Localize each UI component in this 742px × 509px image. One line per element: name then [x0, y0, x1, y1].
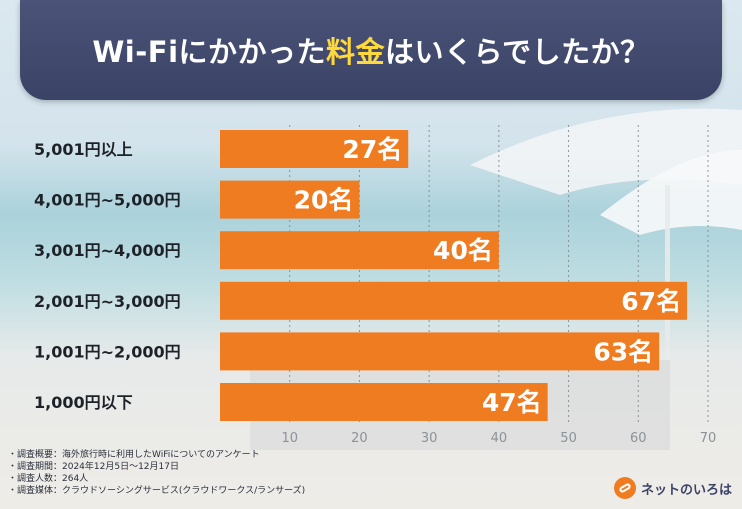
title-part-2: はいくらでしたか？	[385, 35, 650, 69]
bar	[220, 383, 548, 421]
category-label: 4,001円~5,000円	[34, 191, 181, 210]
x-tick-labels: 10 20 30 40 50 60 70	[281, 431, 716, 446]
title-part-1: Wi-Fiにかかった	[92, 35, 327, 69]
title-banner: Wi-Fiにかかった料金はいくらでしたか？	[20, 0, 722, 100]
value-label: 67名	[621, 287, 681, 316]
x-tick-label: 60	[630, 431, 647, 446]
value-label: 20名	[294, 186, 354, 215]
x-tick-label: 50	[560, 431, 577, 446]
title-highlight: 料金	[326, 35, 386, 69]
value-label: 47名	[482, 388, 542, 417]
bar	[220, 180, 360, 219]
survey-notes: ・調査概要：海外旅行時に利用したWiFiについてのアンケート ・調査期間：202…	[8, 449, 305, 497]
bars	[220, 130, 688, 421]
note-count: ・調査人数：264人	[8, 474, 89, 484]
value-labels: 27名 20名 40名 67名 63名 47名	[294, 135, 681, 417]
category-label: 5,001円以上	[34, 140, 133, 159]
logo-icon	[613, 477, 636, 499]
category-label: 1,000円以下	[34, 393, 133, 412]
category-label: 2,001円~3,000円	[34, 292, 181, 311]
logo-text: ネットのいろは	[640, 482, 732, 498]
brand-logo: ネットのいろは	[613, 477, 732, 499]
chart-title: Wi-Fiにかかった料金はいくらでしたか？	[92, 29, 649, 71]
x-tick-label: 70	[700, 431, 717, 446]
note-period: ・調査期間：2024年12月5日～12月17日	[8, 462, 179, 472]
note-media: ・調査媒体：クラウドソーシングサービス(クラウドワークス/ランサーズ)	[8, 486, 306, 496]
x-tick-label: 20	[351, 431, 368, 446]
bar	[220, 281, 688, 320]
bar	[220, 332, 660, 371]
value-label: 63名	[593, 337, 653, 366]
category-label: 1,001円~2,000円	[34, 342, 181, 361]
gridlines	[289, 125, 709, 425]
bar	[220, 231, 499, 270]
category-label: 3,001円~4,000円	[34, 241, 181, 260]
x-tick-label: 40	[491, 431, 508, 446]
bar	[220, 130, 409, 168]
category-labels: 5,001円以上 4,001円~5,000円 3,001円~4,000円 2,001円…	[34, 140, 181, 412]
x-tick-label: 10	[281, 431, 298, 446]
value-label: 27名	[342, 135, 402, 164]
note-summary: ・調査概要：海外旅行時に利用したWiFiについてのアンケート	[8, 450, 260, 460]
x-tick-label: 30	[421, 431, 438, 446]
value-label: 40名	[433, 236, 493, 265]
